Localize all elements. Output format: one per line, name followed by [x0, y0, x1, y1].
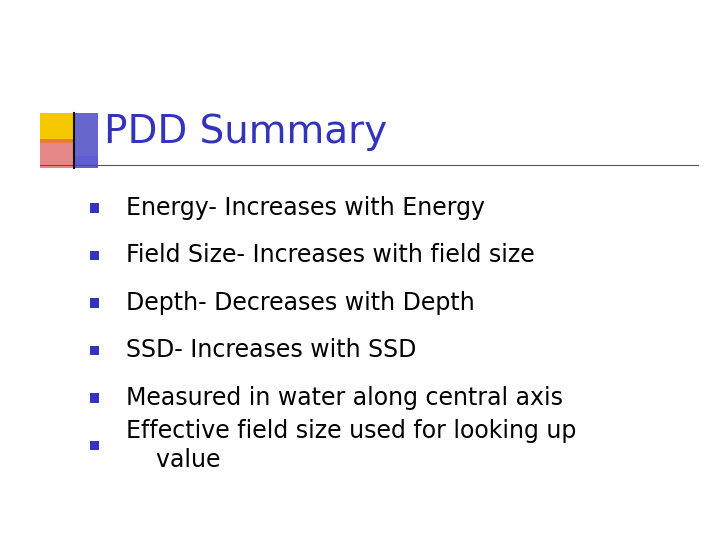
Text: SSD- Increases with SSD: SSD- Increases with SSD — [126, 339, 416, 362]
Text: PDD Summary: PDD Summary — [104, 113, 387, 151]
Text: Energy- Increases with Energy: Energy- Increases with Energy — [126, 196, 485, 220]
Text: Depth- Decreases with Depth: Depth- Decreases with Depth — [126, 291, 474, 315]
Text: Effective field size used for looking up
    value: Effective field size used for looking up… — [126, 418, 577, 472]
Text: Field Size- Increases with field size: Field Size- Increases with field size — [126, 244, 535, 267]
Text: Measured in water along central axis: Measured in water along central axis — [126, 386, 563, 410]
